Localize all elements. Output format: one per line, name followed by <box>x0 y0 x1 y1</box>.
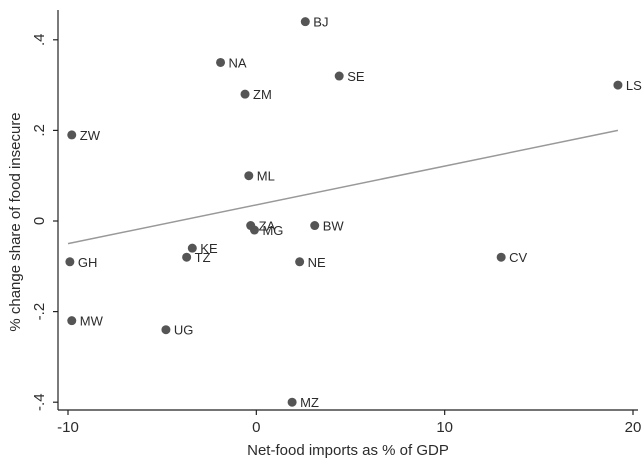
point-label-cv: CV <box>509 250 527 265</box>
x-axis-label: Net-food imports as % of GDP <box>247 442 449 459</box>
data-point-bj <box>300 17 310 27</box>
point-label-ls: LS <box>626 78 642 93</box>
y-axis-label: % change share of food insecure <box>7 112 24 331</box>
point-label-tz: TZ <box>195 250 211 265</box>
data-point-zm <box>240 89 250 99</box>
point-label-bj: BJ <box>313 15 328 30</box>
point-label-ke: KE <box>200 241 218 256</box>
data-point-mz <box>287 397 297 407</box>
x-axis-ticks: -10 0 10 20 <box>57 410 641 436</box>
y-tick-label: 0 <box>31 217 48 225</box>
data-point-ug <box>161 325 171 335</box>
y-tick-label: -.4 <box>31 393 48 411</box>
fit-line <box>67 129 619 245</box>
data-point-se <box>334 71 344 81</box>
point-label-za: ZA <box>259 219 276 234</box>
data-point-ke <box>187 243 197 253</box>
x-tick-label: 0 <box>252 419 260 436</box>
data-point-cv <box>496 252 506 262</box>
y-axis-ticks: -.4 -.2 0 .2 .4 <box>31 34 58 411</box>
point-label-gh: GH <box>78 255 98 270</box>
point-label-mw: MW <box>80 314 104 329</box>
point-label-ne: NE <box>308 255 326 270</box>
point-label-se: SE <box>347 69 365 84</box>
point-label-ug: UG <box>174 323 194 338</box>
y-tick-label: -.2 <box>31 303 48 321</box>
data-point-ls <box>613 80 623 90</box>
data-point-bw <box>310 221 320 231</box>
y-tick-label: .2 <box>31 124 48 137</box>
point-label-zw: ZW <box>80 128 101 143</box>
x-tick-label: -10 <box>57 419 79 436</box>
data-point-ml <box>244 171 254 181</box>
data-point-ne <box>295 257 305 267</box>
axes <box>57 10 638 411</box>
data-point-mw <box>67 316 77 326</box>
point-label-mg: MG <box>262 223 283 238</box>
point-label-zm: ZM <box>253 87 272 102</box>
data-point-gh <box>65 257 75 267</box>
point-label-bw: BW <box>323 219 345 234</box>
x-tick-label: 20 <box>625 419 642 436</box>
y-tick-label: .4 <box>31 34 48 47</box>
data-point-tz <box>182 252 192 262</box>
data-point-na <box>216 57 226 67</box>
data-point-zw <box>67 130 77 140</box>
point-label-ml: ML <box>257 169 275 184</box>
point-label-mz: MZ <box>300 395 319 410</box>
plot-area <box>58 10 638 410</box>
x-tick-label: 10 <box>436 419 453 436</box>
point-label-na: NA <box>229 55 247 70</box>
data-point-mg <box>249 225 259 235</box>
